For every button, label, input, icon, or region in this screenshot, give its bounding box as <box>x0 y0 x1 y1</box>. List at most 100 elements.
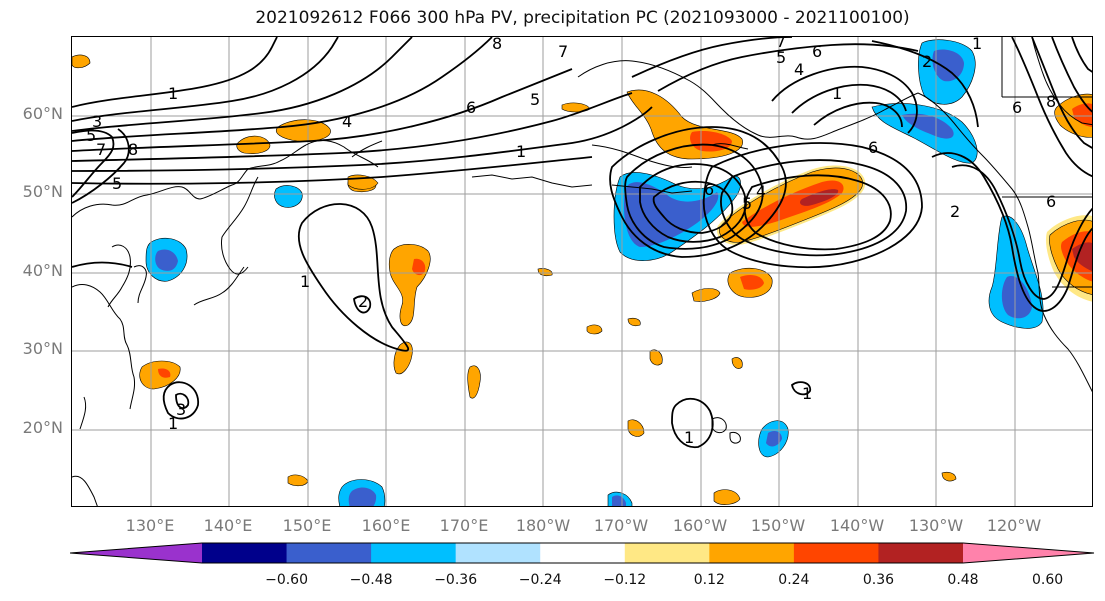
precip-negative-south-center-core <box>348 487 377 506</box>
contour-label: 2 <box>922 52 932 71</box>
lon-label: 180°W <box>515 516 571 535</box>
contour-label: 6 <box>812 42 822 61</box>
contour-label: 1 <box>168 414 178 433</box>
colorbar-tick-label: 0.12 <box>693 572 725 588</box>
precip-positive-ne-pacific-core <box>800 189 839 206</box>
colorbar-tick-label: −0.36 <box>434 572 478 588</box>
precip-positive-small <box>740 275 764 290</box>
colorbar-tick-label: −0.48 <box>349 572 393 588</box>
precip-positive-small <box>537 268 553 277</box>
colorbar-segments <box>70 543 1094 563</box>
precip-negative-west-canada <box>871 103 978 164</box>
precip-positive-small <box>586 324 603 335</box>
contour-labels: 1 3 5 7 8 5 1 4 1 8 7 6 5 1 3 7 6 5 4 6 … <box>86 37 1056 447</box>
contour-label: 5 <box>776 48 786 67</box>
map-canvas: 1 3 5 7 8 5 1 4 1 8 7 6 5 1 3 7 6 5 4 6 … <box>72 37 1092 506</box>
precip-positive-ne-pacific-core <box>742 180 844 227</box>
contour-label: 1 <box>832 84 842 103</box>
contour-label: 7 <box>558 42 568 61</box>
contour-label: 3 <box>176 400 186 419</box>
precip-positive-west-pacific-core <box>412 258 426 276</box>
contour-label: 5 <box>530 90 540 109</box>
precip-positive-small <box>941 471 957 482</box>
lat-label: 30°N <box>22 339 63 358</box>
lon-label: 130°E <box>125 516 175 535</box>
precip-negative-japan-core <box>155 249 178 271</box>
precip-negative-gulf-alaska-core <box>624 182 719 247</box>
colorbar-tick-label: 0.36 <box>862 572 895 588</box>
contour-label: 6 <box>1012 98 1022 117</box>
contour-label: 5 <box>112 174 122 193</box>
lat-label: 60°N <box>22 104 63 123</box>
precip-positive-small <box>731 357 743 369</box>
precip-positive-small <box>158 368 171 378</box>
colorbar-tick-label: −0.60 <box>265 572 308 588</box>
contour-label: 5 <box>86 126 96 145</box>
precip-positive-small <box>287 474 309 487</box>
contour-label: 1 <box>300 272 310 291</box>
contour-label: 7 <box>776 37 786 51</box>
colorbar-segment <box>793 543 879 563</box>
precip-positive-small <box>691 288 721 302</box>
lon-label: 130°W <box>908 516 964 535</box>
colorbar-segment <box>371 543 457 563</box>
precip-positive-small <box>467 365 481 399</box>
colorbar-outline <box>70 542 1095 564</box>
precip-positive-small <box>649 349 663 366</box>
colorbar-segment <box>286 543 372 563</box>
contour-label: 3 <box>92 112 102 131</box>
map-panel[interactable]: 1 3 5 7 8 5 1 4 1 8 7 6 5 1 3 7 6 5 4 6 … <box>71 36 1093 507</box>
coastlines <box>72 37 1092 506</box>
colorbar-segment <box>540 543 626 563</box>
contour-label: 1 <box>684 428 694 447</box>
lon-label: 150°E <box>282 516 332 535</box>
precip-positive-small <box>72 54 91 69</box>
colorbar-extend-low <box>70 543 202 563</box>
contour-label: 4 <box>342 112 352 131</box>
precip-negative-us-west-core <box>1001 276 1032 319</box>
map-title: 2021092612 F066 300 hPa PV, precipitatio… <box>255 8 910 28</box>
precip-positive-us-west-core <box>1072 242 1092 272</box>
contour-label: 6 <box>868 138 878 157</box>
contour-label: 1 <box>516 142 526 161</box>
lon-label: 160°E <box>361 516 411 535</box>
contour-label: 6 <box>704 180 714 199</box>
precip-positive-small <box>236 135 271 154</box>
colorbar <box>70 542 1095 564</box>
contour-label: 2 <box>358 292 368 311</box>
precip-negative-canada-north-core <box>932 49 964 82</box>
colorbar-tick-label: 0.48 <box>947 572 979 588</box>
colorbar-tick-label: 0.60 <box>1031 572 1064 588</box>
precip-positive-small <box>627 317 641 327</box>
colorbar-segment <box>624 543 710 563</box>
contour-label: 7 <box>96 140 106 159</box>
contour-label: 8 <box>128 140 138 159</box>
gridlines <box>72 37 1092 506</box>
lon-label: 160°W <box>672 516 728 535</box>
contour-label: 5 <box>742 194 752 213</box>
lon-label: 140°E <box>203 516 253 535</box>
lat-label: 40°N <box>22 261 63 280</box>
colorbar-tick-label: 0.24 <box>778 572 810 588</box>
contour-label: 6 <box>466 98 476 117</box>
precip-negative-hawaii-core <box>766 431 782 447</box>
contour-label: 1 <box>802 384 812 403</box>
precip-negative-kuril <box>274 185 303 208</box>
lat-label: 50°N <box>22 182 63 201</box>
lon-label: 120°W <box>986 516 1042 535</box>
contour-label: 4 <box>756 182 766 201</box>
precip-positive-small <box>276 119 331 142</box>
lon-label: 150°W <box>750 516 806 535</box>
lon-label: 140°W <box>829 516 885 535</box>
precip-positive-small <box>393 341 413 375</box>
precip-positive-west-pacific <box>388 244 431 327</box>
colorbar-tick-label: −0.12 <box>603 572 647 588</box>
contour-label: 8 <box>492 37 502 53</box>
colorbar-segment <box>709 543 795 563</box>
precip-positive-small <box>627 419 645 437</box>
lon-label: 170°E <box>439 516 489 535</box>
contour-label: 1 <box>972 37 982 53</box>
contour-label: 2 <box>950 202 960 221</box>
contour-label: 8 <box>1046 92 1056 111</box>
colorbar-segment <box>202 543 288 563</box>
